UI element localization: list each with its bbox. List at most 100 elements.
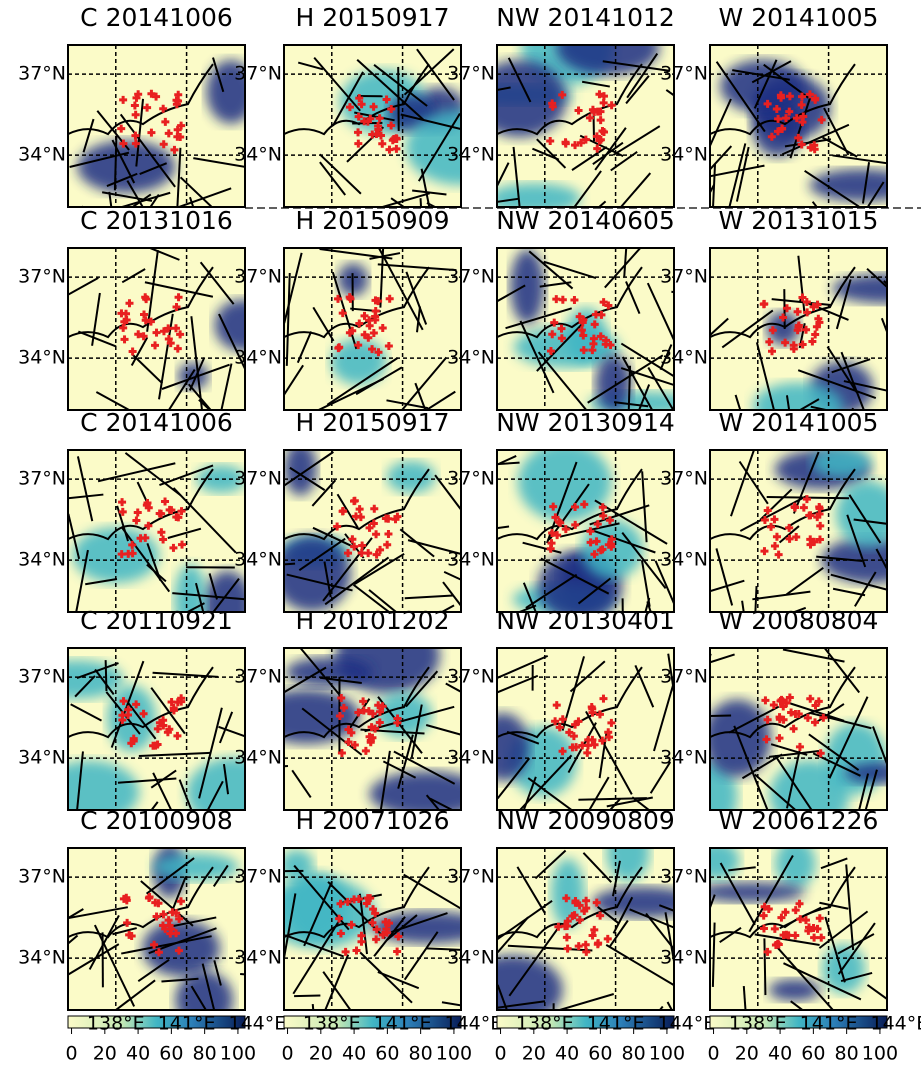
lat-label: 34°N [447, 947, 495, 969]
lat-label: 34°N [18, 747, 66, 769]
lat-label: 34°N [234, 144, 282, 166]
colorbar-tick-label: 40 [342, 1043, 366, 1065]
lon-label: 138°E [303, 1013, 361, 1035]
lon-label: 144°E [444, 1013, 502, 1035]
lat-label: 34°N [234, 549, 282, 571]
map-content [250, 617, 521, 834]
lat-label: 37°N [234, 468, 282, 490]
lat-label: 37°N [447, 266, 495, 288]
lon-label: 144°E [228, 1013, 286, 1035]
lat-label: 34°N [447, 347, 495, 369]
lat-label: 34°N [18, 549, 66, 571]
lat-label: 34°N [18, 347, 66, 369]
panel-title: C 20141006 [80, 408, 233, 437]
panel-title: C 20131016 [80, 206, 233, 235]
rain-blob [836, 481, 900, 548]
lat-label: 37°N [660, 63, 708, 85]
colorbar-tick-label: 20 [93, 1043, 117, 1065]
colorbar-tick-label: 60 [588, 1043, 612, 1065]
lat-label: 37°N [447, 666, 495, 688]
colorbar-tick-label: 80 [409, 1043, 433, 1065]
lat-label: 34°N [660, 747, 708, 769]
front-line [106, 660, 107, 691]
lat-label: 34°N [234, 947, 282, 969]
panel-title: NW 20130401 [496, 606, 675, 635]
lon-label: 138°E [729, 1013, 787, 1035]
panel-title: H 20150909 [296, 206, 450, 235]
lat-label: 34°N [234, 747, 282, 769]
rain-blob [812, 447, 872, 478]
map-panel [695, 248, 921, 471]
front-line [884, 281, 921, 344]
rain-blob [696, 882, 806, 902]
colorbar-tick-label: 80 [622, 1043, 646, 1065]
lat-label: 34°N [660, 144, 708, 166]
map-panel [250, 617, 521, 834]
lat-label: 37°N [234, 866, 282, 888]
panel-title: W 20141005 [719, 408, 879, 437]
lat-label: 34°N [18, 947, 66, 969]
panel-title: W 20141005 [719, 3, 879, 32]
colorbar-tick-label: 60 [801, 1043, 825, 1065]
lat-label: 34°N [660, 549, 708, 571]
front-line [764, 938, 765, 995]
panel-title: NW 20130914 [496, 408, 675, 437]
panel-title: W 20131015 [719, 206, 879, 235]
colorbar-tick-label: 20 [522, 1043, 546, 1065]
lon-label: 141°E [158, 1013, 216, 1035]
rain-blob [775, 839, 815, 889]
lat-label: 34°N [447, 549, 495, 571]
panel-title: C 20110921 [80, 606, 233, 635]
colorbar-tick-label: 20 [309, 1043, 333, 1065]
lat-label: 37°N [234, 63, 282, 85]
front-line [294, 995, 320, 996]
rain-blob [592, 887, 696, 918]
figure: C 20141006 37°N 34°N H 20150917 37°N 34°N NW 2… [0, 0, 921, 1076]
lon-label: 138°E [516, 1013, 574, 1035]
rain-blob [215, 300, 270, 351]
panel-title: W 20061226 [719, 806, 879, 835]
panel-title: NW 20141012 [496, 3, 675, 32]
lat-label: 34°N [447, 747, 495, 769]
rain-blob [286, 872, 347, 940]
panel-title: H 20150917 [296, 408, 450, 437]
colorbar-tick-label: 0 [494, 1043, 506, 1065]
panel-title: H 20150917 [296, 3, 450, 32]
colorbar-tick-label: 0 [707, 1043, 719, 1065]
colorbar-tick-label: 40 [126, 1043, 150, 1065]
colorbar-tick-label: 80 [835, 1043, 859, 1065]
colorbar-tick-label: 0 [65, 1043, 77, 1065]
colorbar-tick-label: 60 [159, 1043, 183, 1065]
lat-label: 37°N [18, 63, 66, 85]
front-line [684, 715, 731, 716]
rain-blob [769, 979, 821, 1001]
colorbar-tick-label: 40 [555, 1043, 579, 1065]
lon-label: 141°E [800, 1013, 858, 1035]
colorbar-tick-label: 100 [220, 1043, 256, 1065]
panel-title: W 20080804 [719, 606, 879, 635]
lon-label: 141°E [374, 1013, 432, 1035]
lat-label: 37°N [234, 266, 282, 288]
map-panel [690, 447, 921, 677]
panel-title: H 20071026 [296, 806, 450, 835]
lat-label: 34°N [660, 947, 708, 969]
front-line [398, 67, 399, 131]
panel-title: C 20141006 [80, 3, 233, 32]
lat-label: 37°N [447, 468, 495, 490]
lat-label: 37°N [660, 666, 708, 688]
colorbar-tick-label: 20 [735, 1043, 759, 1065]
colorbar-tick-label: 60 [375, 1043, 399, 1065]
colorbar-tick-label: 100 [862, 1043, 898, 1065]
lon-label: 141°E [587, 1013, 645, 1035]
colorbar-tick-label: 80 [193, 1043, 217, 1065]
lon-label: 138°E [87, 1013, 145, 1035]
lat-label: 37°N [234, 666, 282, 688]
colorbar-tick-label: 0 [281, 1043, 293, 1065]
lat-label: 34°N [660, 347, 708, 369]
rain-blob [387, 461, 436, 493]
panel-title: NW 20090809 [496, 806, 675, 835]
panel-title: H 20101202 [296, 606, 450, 635]
lat-label: 34°N [447, 144, 495, 166]
lat-label: 37°N [447, 866, 495, 888]
rain-blob [703, 700, 771, 778]
